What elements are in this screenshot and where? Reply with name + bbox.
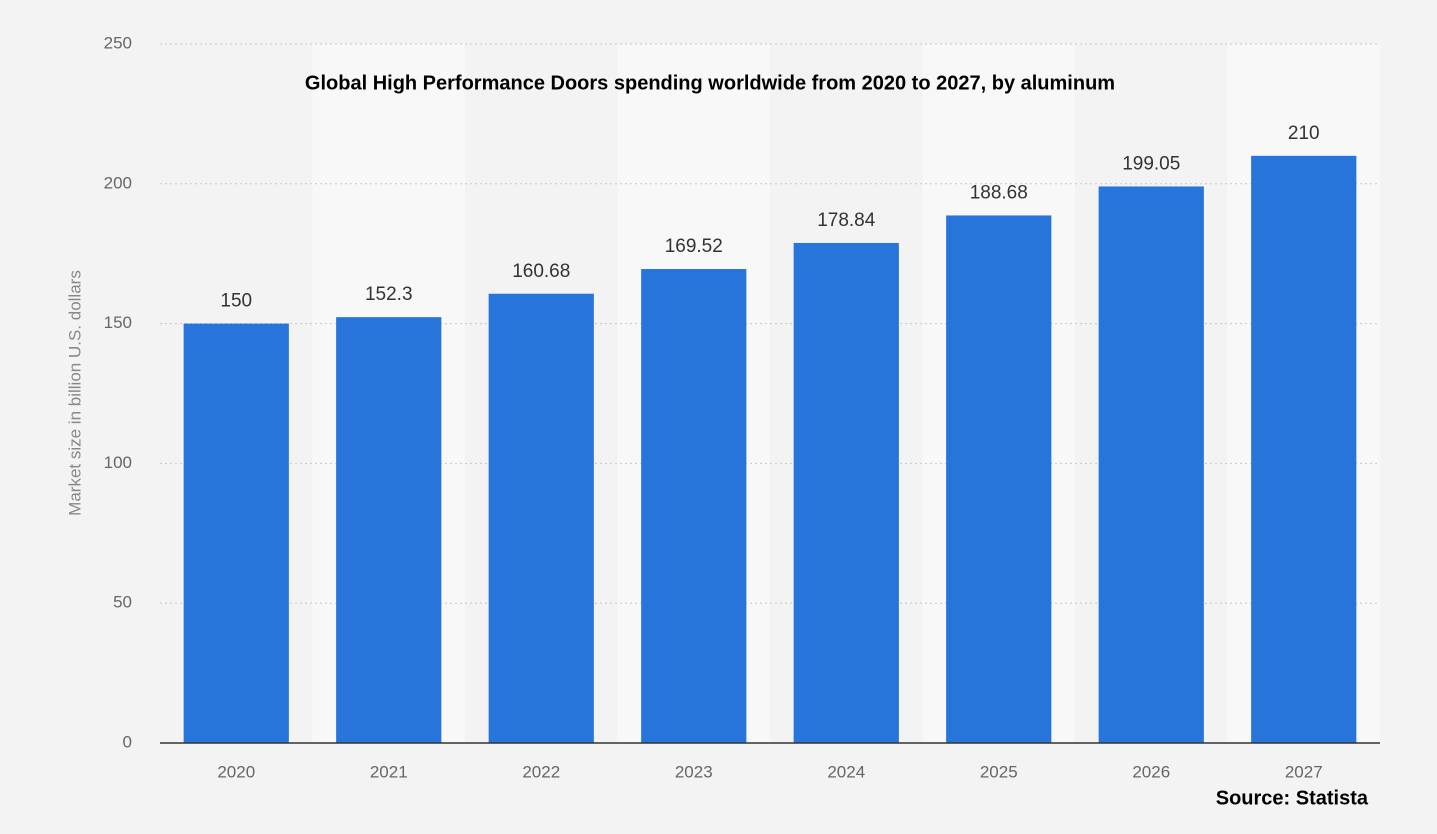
value-label: 178.84 (817, 210, 876, 231)
value-label: 160.68 (512, 261, 570, 282)
x-tick-label: 2024 (827, 762, 865, 781)
bar (946, 215, 1052, 744)
y-tick-label: 150 (104, 313, 132, 332)
chart-title: Global High Performance Doors spending w… (305, 72, 1115, 94)
source-note: Source: Statista (1216, 787, 1369, 809)
bar (1098, 186, 1204, 744)
bar (488, 293, 594, 743)
value-label: 199.05 (1122, 153, 1180, 174)
y-tick-label: 100 (104, 453, 132, 472)
x-tick-label: 2022 (522, 762, 560, 781)
x-tick-label: 2025 (980, 762, 1018, 781)
y-axis-label: Market size in billion U.S. dollars (65, 270, 84, 516)
bar (336, 317, 442, 743)
x-tick-label: 2026 (1132, 762, 1170, 781)
value-label: 150 (220, 291, 252, 312)
value-label: 210 (1288, 123, 1320, 144)
x-tick-label: 2021 (370, 762, 408, 781)
y-tick-label: 250 (104, 33, 132, 52)
x-tick-label: 2023 (675, 762, 713, 781)
value-label: 152.3 (365, 284, 413, 305)
x-tick-label: 2027 (1285, 762, 1323, 781)
value-label: 188.68 (970, 182, 1028, 203)
x-tick-label: 2020 (217, 762, 255, 781)
y-tick-label: 200 (104, 173, 132, 192)
bar (793, 242, 899, 743)
value-label: 169.52 (665, 236, 723, 257)
bar (1251, 155, 1357, 744)
bar (641, 269, 747, 743)
y-tick-label: 50 (113, 593, 132, 612)
bar (183, 323, 289, 743)
y-tick-label: 0 (123, 732, 132, 751)
